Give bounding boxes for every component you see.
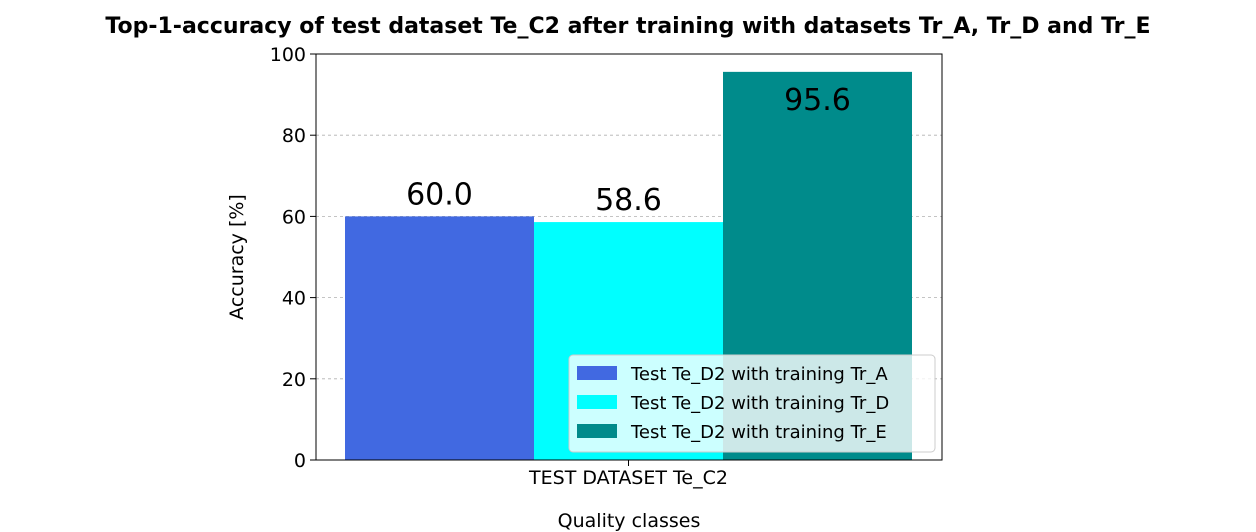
chart-title: Top-1-accuracy of test dataset Te_C2 aft… bbox=[105, 14, 1150, 39]
y-tick-label: 20 bbox=[282, 369, 306, 391]
legend-label: Test Te_D2 with training Tr_D bbox=[630, 393, 889, 414]
y-axis-label: Accuracy [%] bbox=[226, 194, 248, 320]
legend-swatch bbox=[577, 395, 617, 409]
y-tick-label: 100 bbox=[270, 44, 306, 66]
bar-1 bbox=[345, 216, 534, 460]
x-tick-label: TEST DATASET Te_C2 bbox=[528, 467, 728, 489]
data-label: 58.6 bbox=[595, 183, 662, 218]
data-label: 60.0 bbox=[406, 177, 473, 212]
y-tick-label: 60 bbox=[282, 206, 306, 228]
y-tick-label: 40 bbox=[282, 288, 306, 310]
legend-label: Test Te_D2 with training Tr_A bbox=[630, 364, 888, 385]
bar-label-group: 60.0 58.6 95.6 bbox=[406, 83, 851, 218]
legend-frame bbox=[568, 354, 936, 453]
y-tick-label: 0 bbox=[294, 450, 306, 472]
legend-label: Test Te_D2 with training Tr_E bbox=[630, 422, 887, 443]
legend-swatch bbox=[577, 424, 617, 438]
x-axis-label: Quality classes bbox=[558, 510, 701, 532]
y-axis-ticks: 0 20 40 60 80 100 bbox=[270, 44, 316, 472]
legend-swatch bbox=[577, 366, 617, 380]
legend: Test Te_D2 with training Tr_A Test Te_D2 … bbox=[568, 354, 936, 453]
data-label: 95.6 bbox=[784, 83, 851, 118]
y-tick-label: 80 bbox=[282, 125, 306, 147]
x-axis-ticks: TEST DATASET Te_C2 bbox=[528, 460, 728, 489]
